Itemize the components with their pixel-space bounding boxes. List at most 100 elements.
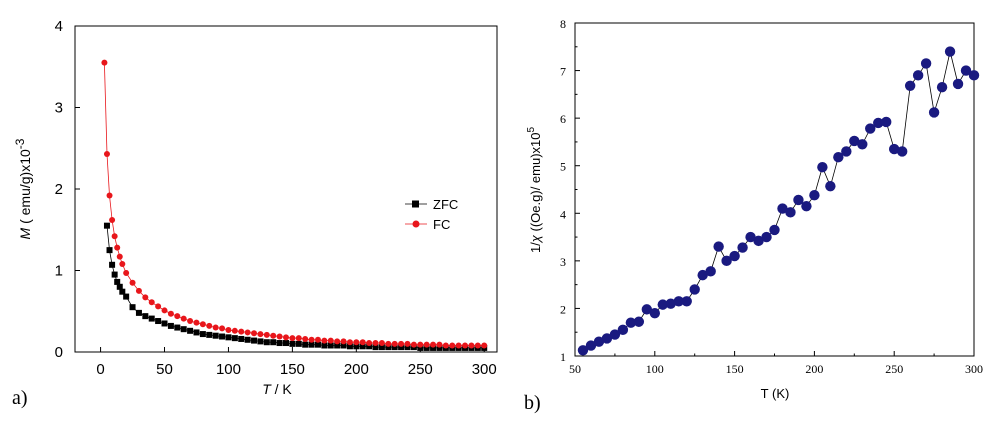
data-point: [378, 344, 385, 351]
data-point: [257, 331, 264, 338]
data-point: [308, 336, 315, 343]
x-tick-label: 300: [472, 361, 497, 378]
data-point: [187, 327, 194, 334]
x-tick-label: 200: [344, 361, 369, 378]
data-point: [308, 341, 315, 348]
panel-b-series: [577, 46, 980, 356]
x-tick-label: 100: [216, 361, 241, 378]
data-point: [148, 299, 155, 306]
panel-a-legend: ZFC FC: [405, 197, 458, 232]
data-point: [849, 135, 860, 147]
data-point: [106, 192, 113, 199]
data-point: [193, 319, 200, 326]
data-point: [833, 151, 844, 163]
y-tick-label: 8: [560, 17, 566, 31]
data-point: [404, 344, 411, 351]
data-point: [777, 203, 788, 214]
data-point: [372, 340, 379, 347]
panel-b-y-axis-title-unit: ((Oe.g)/ emu)x10: [528, 133, 543, 236]
data-point: [745, 231, 756, 243]
data-point: [276, 333, 283, 340]
data-point: [238, 335, 245, 342]
data-point: [276, 340, 283, 347]
data-point: [314, 341, 321, 348]
data-point: [960, 65, 972, 76]
data-point: [206, 331, 213, 338]
data-point: [649, 307, 660, 319]
data-point: [609, 329, 621, 340]
legend-zfc-label: ZFC: [433, 197, 458, 212]
data-point: [857, 139, 868, 150]
data-point: [283, 340, 289, 347]
data-point: [251, 337, 258, 344]
data-point: [436, 341, 443, 348]
data-point: [174, 324, 181, 331]
data-point: [721, 255, 732, 267]
data-point: [928, 107, 940, 118]
data-point: [391, 340, 398, 347]
legend-fc-marker: [412, 220, 420, 228]
data-point: [585, 340, 597, 351]
data-point: [346, 343, 353, 350]
data-point: [793, 194, 804, 206]
data-point: [193, 329, 200, 336]
y-tick-label: 2: [560, 302, 566, 316]
panel-b-chart: 50 100 150 200 250 300 1 2 3 4 5 6 7 8 T (K) 1/χ ((Oe…: [524, 17, 983, 414]
data-point: [314, 336, 321, 343]
data-point: [180, 326, 187, 333]
data-point: [116, 253, 123, 260]
x-tick-label: 200: [805, 362, 823, 376]
data-point: [593, 336, 605, 347]
data-point: [359, 343, 366, 350]
data-point: [430, 341, 437, 348]
data-point: [302, 335, 309, 342]
y-tick-label: 1: [560, 350, 566, 364]
data-point: [225, 334, 232, 341]
data-point: [142, 313, 149, 320]
data-point: [244, 336, 251, 343]
x-tick-label: 300: [965, 362, 983, 376]
data-point: [238, 328, 245, 335]
data-point: [398, 344, 405, 351]
data-point: [111, 271, 118, 278]
data-point: [206, 322, 213, 329]
data-point: [391, 344, 398, 351]
data-point: [225, 326, 232, 333]
y-tick-label: 2: [55, 181, 63, 198]
series-line-1-chi: [582, 51, 975, 351]
data-point: [212, 324, 219, 331]
panel-a-y-axis-title: M ( emu/g)x10-3: [13, 138, 33, 239]
data-point: [111, 233, 118, 240]
x-tick-label: 100: [646, 362, 664, 376]
data-point: [231, 327, 238, 334]
data-point: [673, 296, 684, 307]
data-point: [119, 288, 126, 295]
panel-b-axes: 50 100 150 200 250 300 1 2 3 4 5 6 7 8: [560, 17, 983, 376]
data-point: [289, 335, 296, 342]
y-tick-label: 3: [55, 100, 63, 117]
x-tick-label: 150: [726, 362, 744, 376]
data-point: [161, 307, 168, 314]
data-point: [174, 313, 181, 320]
data-point: [295, 335, 302, 342]
data-point: [321, 342, 328, 349]
data-point: [657, 299, 668, 310]
panel-a-y-axis-title-unit: ( emu/g)x10: [17, 149, 33, 228]
data-point: [753, 235, 764, 247]
data-point: [231, 335, 238, 342]
data-point: [263, 339, 270, 346]
data-point: [353, 343, 360, 350]
x-tick-label: 250: [885, 362, 903, 376]
panel-a-x-axis-title-unit: / K: [271, 381, 293, 397]
y-tick-label: 7: [560, 65, 566, 79]
panel-b-y-axis-title: 1/χ ((Oe.g)/ emu)x105: [526, 127, 543, 254]
data-point: [617, 324, 629, 336]
data-point: [468, 342, 475, 349]
data-point: [423, 341, 430, 348]
data-point: [289, 340, 296, 347]
data-point: [219, 325, 226, 332]
panel-b-y-axis-title-chi: χ: [528, 234, 543, 243]
data-point: [737, 242, 748, 253]
data-point: [423, 344, 430, 351]
data-point: [633, 316, 645, 327]
